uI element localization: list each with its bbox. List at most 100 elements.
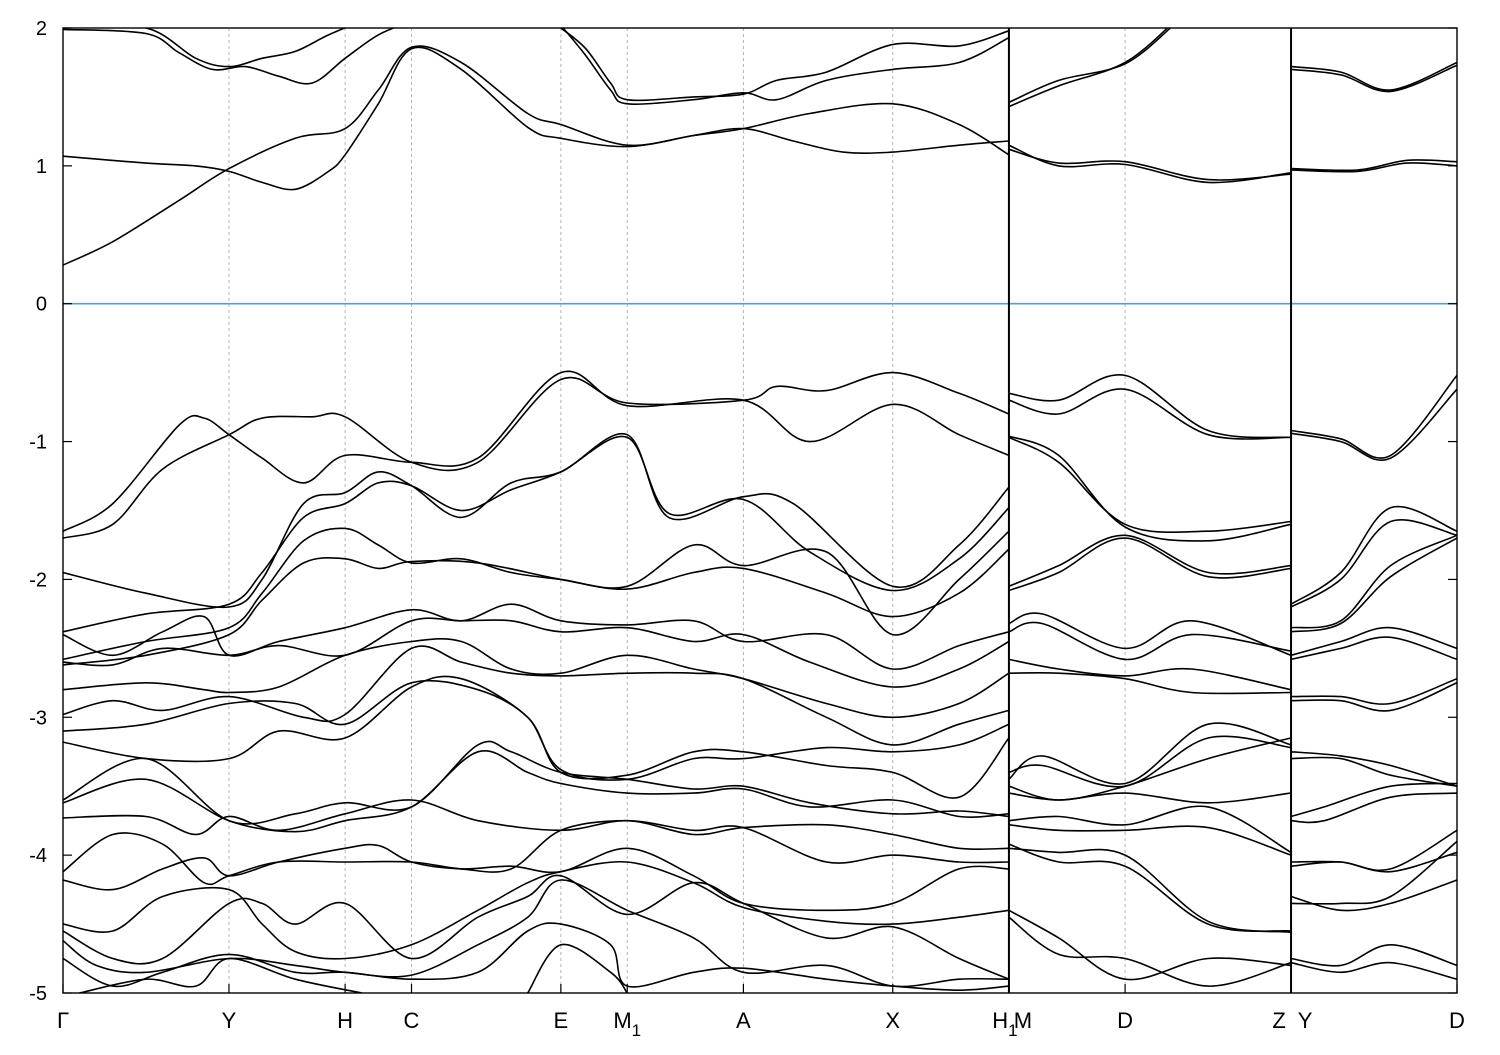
band-line-13: [1290, 159, 1457, 172]
band-line-67: [1290, 751, 1457, 787]
band-line-73: [1290, 879, 1457, 912]
band-line-5: [562, 28, 1010, 105]
k-point-label-9: M: [1014, 1008, 1032, 1033]
band-line-11: [1290, 64, 1457, 93]
band-line-6: [1008, 28, 1169, 108]
band-line-36: [526, 943, 628, 993]
band-line-61: [1290, 534, 1457, 629]
band-line-54: [1008, 847, 1292, 934]
band-line-57: [1290, 374, 1457, 459]
band-line-2: [63, 28, 347, 68]
band-line-27: [63, 750, 1010, 833]
plot-frame: [62, 27, 1458, 994]
band-line-29: [63, 819, 1010, 886]
k-point-subscript-5: 1: [632, 1021, 641, 1040]
k-point-label-4: E: [554, 1008, 569, 1033]
bands-layer: [63, 28, 1457, 993]
band-line-41: [1008, 534, 1292, 588]
band-line-28: [63, 799, 1010, 851]
k-point-label-11: Z: [1272, 1008, 1285, 1033]
k-point-label-2: H: [337, 1008, 353, 1033]
band-line-21: [63, 617, 1010, 688]
band-line-69: [1290, 792, 1457, 824]
band-line-44: [1008, 621, 1292, 661]
y-tick-label-4: -1: [29, 432, 47, 454]
band-line-14: [63, 370, 1010, 532]
band-line-38: [1008, 388, 1292, 440]
band-line-19: [63, 548, 1010, 666]
band-line-39: [1008, 436, 1292, 534]
band-line-68: [1290, 756, 1457, 787]
y-tick-label-0: -5: [29, 983, 47, 1005]
band-line-17: [63, 435, 1010, 633]
band-line-40: [1008, 435, 1292, 542]
band-line-10: [1290, 61, 1457, 91]
band-line-75: [1290, 944, 1457, 967]
band-line-50: [1008, 792, 1292, 804]
band-line-52: [1008, 824, 1292, 856]
band-line-34: [63, 922, 1010, 991]
k-point-label-3: C: [404, 1008, 420, 1033]
k-point-label-0: Γ: [57, 1008, 69, 1033]
k-point-label-13: D: [1449, 1008, 1465, 1033]
band-line-30: [63, 843, 1010, 912]
y-tick-label-3: -2: [29, 569, 47, 591]
band-line-55: [1008, 909, 1292, 981]
k-point-label-5: M1: [613, 1008, 641, 1040]
band-line-63: [1290, 626, 1457, 657]
k-point-label-7: X: [885, 1008, 900, 1033]
band-line-31: [63, 860, 1010, 960]
band-line-4: [560, 28, 1010, 102]
band-line-51: [1008, 805, 1292, 854]
y-tick-label-2: -3: [29, 707, 47, 729]
band-line-32: [63, 874, 1010, 980]
k-point-subscript-8: 1: [1008, 1021, 1017, 1040]
y-tick-label-6: 1: [36, 156, 47, 178]
band-line-8: [1008, 144, 1292, 184]
band-line-43: [1008, 612, 1292, 657]
band-line-23: [63, 645, 1010, 746]
band-line-64: [1290, 636, 1457, 661]
band-line-48: [1008, 722, 1292, 785]
band-line-65: [1290, 677, 1457, 705]
band-line-66: [1290, 682, 1457, 712]
band-line-26: [63, 740, 1010, 825]
band-line-12: [1290, 162, 1457, 173]
band-line-0: [63, 45, 1010, 266]
band-line-42: [1008, 537, 1292, 592]
band-line-16: [63, 432, 1010, 609]
frame-layer: [62, 27, 1458, 994]
band-line-62: [1290, 537, 1457, 633]
band-line-25: [63, 675, 1010, 799]
band-line-46: [1008, 672, 1292, 695]
k-point-label-1: Y: [222, 1008, 237, 1033]
band-line-37: [1008, 374, 1292, 439]
band-line-1: [63, 46, 1010, 191]
band-line-33: [63, 879, 1010, 988]
band-line-35: [78, 957, 363, 993]
band-line-3: [63, 28, 396, 85]
band-line-58: [1290, 388, 1457, 461]
band-line-70: [1290, 782, 1457, 818]
band-line-56: [1008, 916, 1292, 987]
band-line-76: [1290, 961, 1457, 980]
band-line-59: [1290, 505, 1457, 605]
band-line-22: [63, 638, 1010, 719]
band-line-20: [63, 603, 1010, 670]
band-line-7: [1008, 28, 1172, 104]
y-tick-label-7: 2: [36, 18, 47, 40]
y-axis: -5 -4 -3 -2 -1 0 1 2: [29, 18, 1457, 1005]
band-line-60: [1290, 519, 1457, 608]
band-line-24: [63, 679, 1010, 781]
band-line-9: [1008, 148, 1292, 181]
y-tick-label-1: -4: [29, 845, 47, 867]
k-point-label-10: D: [1117, 1008, 1133, 1033]
band-line-15: [63, 371, 1010, 539]
k-point-label-12: Y: [1298, 1008, 1313, 1033]
band-line-53: [1008, 843, 1292, 932]
y-tick-label-5: 0: [36, 294, 47, 316]
k-point-label-6: A: [736, 1008, 751, 1033]
band-line-74: [1290, 840, 1457, 905]
